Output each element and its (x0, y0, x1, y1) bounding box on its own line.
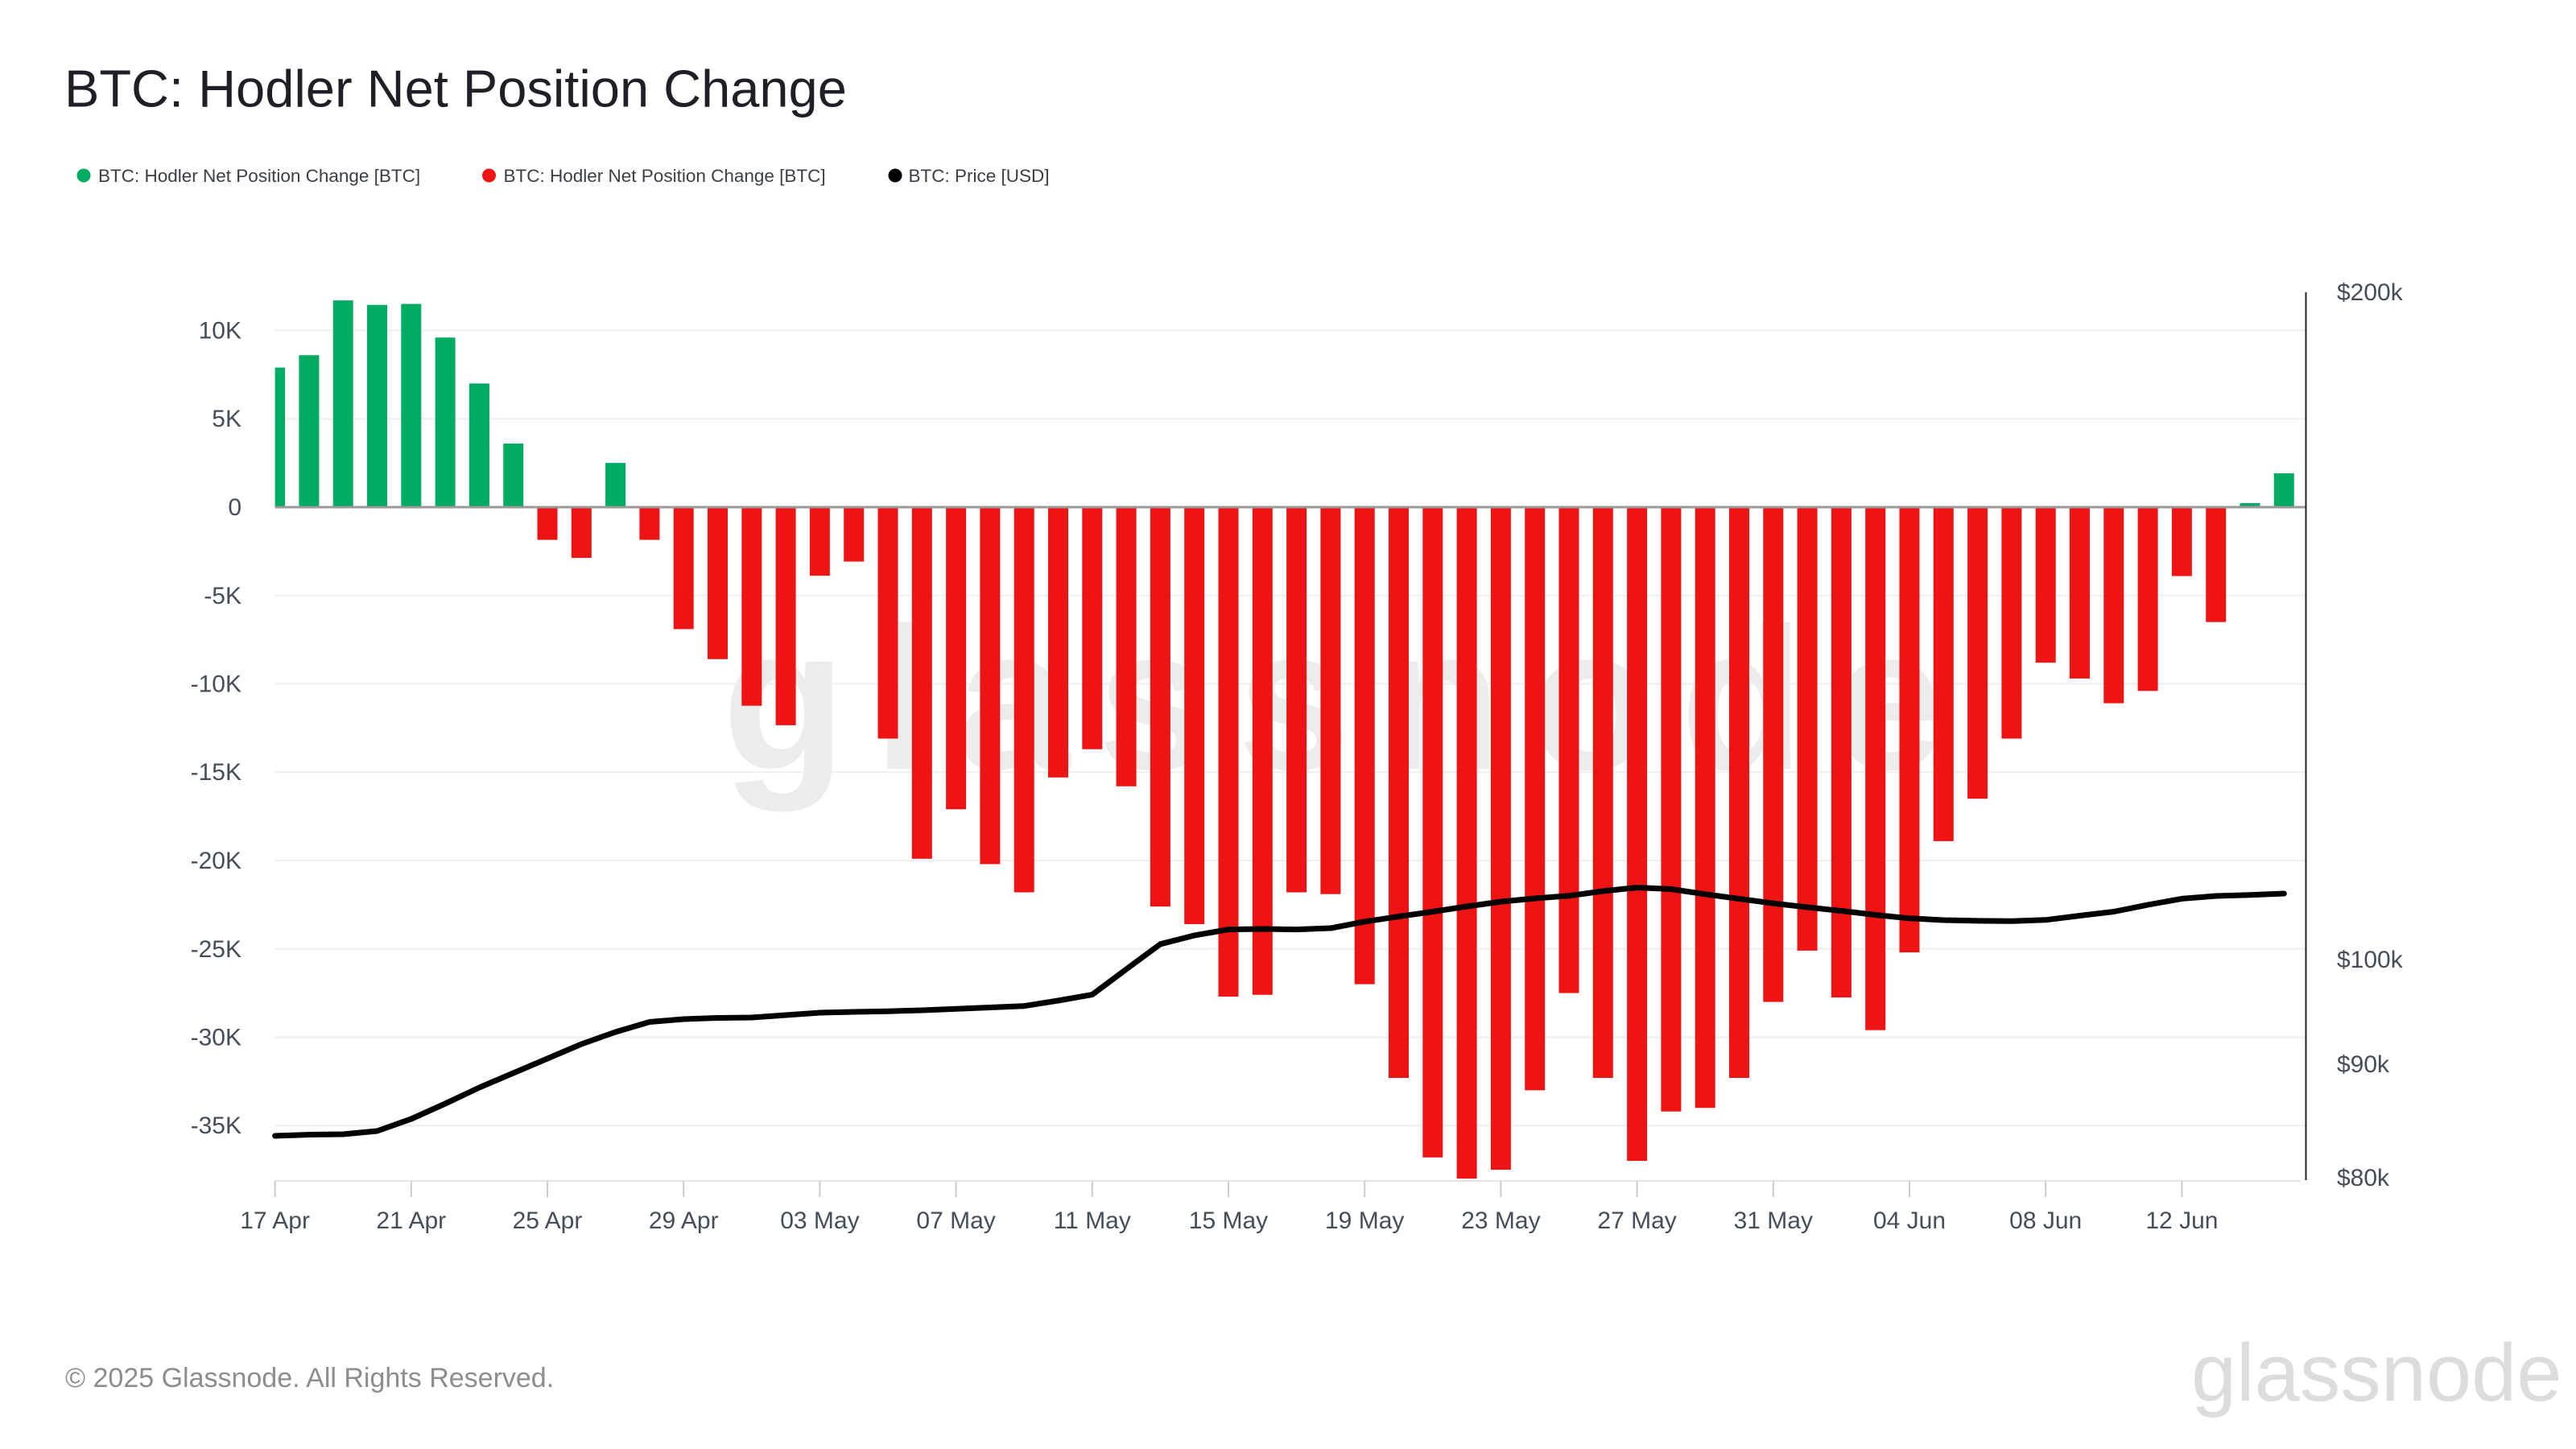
svg-text:glassnode: glassnode (722, 586, 1971, 812)
svg-text:$100k: $100k (2337, 947, 2404, 973)
svg-text:5K: 5K (212, 406, 242, 432)
svg-text:04 Jun: 04 Jun (1873, 1208, 1946, 1234)
svg-text:08 Jun: 08 Jun (2009, 1208, 2082, 1234)
svg-text:0: 0 (228, 494, 242, 521)
svg-text:BTC: Hodler Net Position Chang: BTC: Hodler Net Position Change [BTC] (98, 166, 420, 186)
svg-text:10K: 10K (199, 318, 242, 345)
svg-text:15 May: 15 May (1189, 1208, 1268, 1234)
svg-text:BTC: Hodler Net Position Chang: BTC: Hodler Net Position Change [BTC] (504, 166, 826, 186)
svg-text:$80k: $80k (2337, 1165, 2390, 1191)
svg-text:© 2025 Glassnode. All Rights R: © 2025 Glassnode. All Rights Reserved. (65, 1363, 554, 1393)
svg-text:BTC: Hodler Net Position Chang: BTC: Hodler Net Position Change (64, 60, 847, 118)
svg-text:25 Apr: 25 Apr (513, 1208, 583, 1234)
svg-text:BTC: Price [USD]: BTC: Price [USD] (909, 166, 1050, 186)
svg-text:21 Apr: 21 Apr (376, 1208, 446, 1234)
svg-text:-30K: -30K (191, 1025, 242, 1051)
svg-text:$90k: $90k (2337, 1051, 2390, 1078)
svg-text:-20K: -20K (191, 848, 242, 874)
svg-text:-15K: -15K (191, 759, 242, 786)
svg-text:07 May: 07 May (916, 1208, 995, 1234)
svg-text:12 Jun: 12 Jun (2145, 1208, 2218, 1234)
svg-text:$200k: $200k (2337, 279, 2404, 306)
svg-text:-35K: -35K (191, 1113, 242, 1139)
svg-text:03 May: 03 May (780, 1208, 859, 1234)
svg-text:-25K: -25K (191, 936, 242, 963)
svg-text:29 Apr: 29 Apr (649, 1208, 719, 1234)
svg-text:17 Apr: 17 Apr (240, 1208, 310, 1234)
svg-text:27 May: 27 May (1597, 1208, 1676, 1234)
svg-text:glassnode: glassnode (2191, 1328, 2562, 1418)
svg-text:23 May: 23 May (1461, 1208, 1540, 1234)
svg-text:11 May: 11 May (1054, 1208, 1131, 1234)
svg-text:31 May: 31 May (1734, 1208, 1813, 1234)
svg-text:-5K: -5K (204, 583, 242, 609)
svg-text:19 May: 19 May (1325, 1208, 1404, 1234)
svg-text:-10K: -10K (191, 671, 242, 698)
